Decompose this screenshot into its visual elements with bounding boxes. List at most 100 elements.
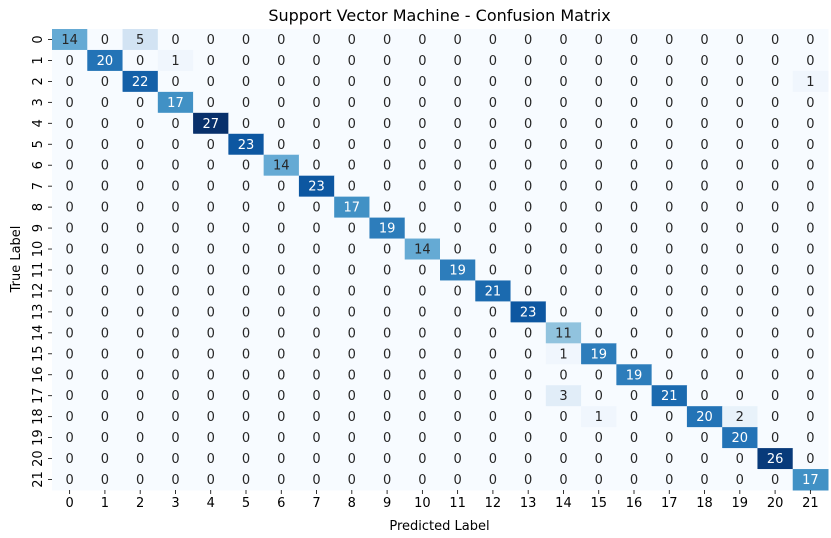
heatmap-cell [475, 49, 512, 72]
cell-value-label: 0 [630, 159, 638, 174]
heatmap-cell [228, 427, 265, 449]
y-tick-label: 20 [31, 450, 46, 467]
cell-value-label: 0 [665, 201, 673, 216]
heatmap-cell [545, 343, 582, 365]
cell-value-label: 0 [489, 389, 497, 404]
y-tick-label: 4 [31, 119, 46, 127]
heatmap-cell [581, 364, 617, 386]
x-axis-label: Predicted Label [389, 519, 489, 534]
cell-value-label: 0 [806, 284, 814, 299]
cell-value-label: 0 [453, 473, 461, 488]
cell-value-label: 0 [559, 368, 567, 383]
cell-value-label: 0 [65, 263, 73, 278]
heatmap-cell [651, 29, 688, 51]
cell-value-label: 21 [661, 389, 678, 404]
heatmap-cell [545, 133, 582, 156]
heatmap-cell [510, 280, 547, 302]
heatmap-cell [545, 29, 582, 51]
cell-value-label: 1 [806, 75, 814, 90]
cell-value-label: 0 [665, 284, 673, 299]
cell-value-label: 0 [418, 138, 426, 153]
heatmap-cell [87, 70, 124, 93]
heatmap-cell [581, 154, 617, 177]
cell-value-label: 0 [136, 96, 144, 111]
heatmap-cell [792, 322, 829, 344]
cell-value-label: 0 [277, 389, 285, 404]
heatmap-cell [369, 175, 406, 198]
heatmap-cell [193, 112, 229, 135]
cell-value-label: 5 [136, 33, 144, 48]
cell-value-label: 0 [736, 389, 744, 404]
cell-value-label: 0 [348, 431, 356, 446]
cell-value-label: 0 [418, 201, 426, 216]
heatmap-cell [228, 385, 265, 407]
heatmap-cell [369, 427, 406, 449]
cell-value-label: 0 [171, 75, 179, 90]
heatmap-cell [122, 196, 159, 219]
heatmap-cells: 14 0 5 0 0 0 0 0 0 0 0 0 0 0 0 0 0 0 0 0 0 00 20 0 1 0 0 0 0 0 0 0 0 0 0 0 0… [52, 29, 829, 491]
heatmap-cell [757, 175, 794, 198]
heatmap-cell [334, 406, 370, 428]
cell-value-label: 0 [489, 368, 497, 383]
cell-value-label: 0 [242, 473, 250, 488]
heatmap-cell [510, 238, 547, 260]
cell-value-label: 20 [696, 410, 713, 425]
y-tick-label: 16 [31, 366, 46, 383]
cell-value-label: 0 [700, 138, 708, 153]
heatmap-cell [686, 301, 723, 323]
cell-value-label: 0 [101, 201, 109, 216]
cell-value-label: 0 [207, 410, 215, 425]
heatmap-cell [404, 448, 441, 470]
heatmap-cell [193, 406, 229, 428]
cell-value-label: 0 [65, 117, 73, 132]
cell-value-label: 0 [771, 96, 779, 111]
cell-value-label: 0 [101, 389, 109, 404]
heatmap-cell [193, 154, 229, 177]
cell-value-label: 0 [665, 410, 673, 425]
heatmap-cell [122, 385, 159, 407]
y-tick-label: 5 [31, 140, 46, 148]
heatmap-cell [298, 91, 335, 114]
heatmap-cell [651, 196, 688, 219]
heatmap-cell [792, 49, 829, 72]
heatmap-cell [440, 469, 476, 491]
cell-value-label: 0 [207, 33, 215, 48]
heatmap-cell [510, 70, 547, 93]
heatmap-cell [369, 29, 406, 51]
cell-value-label: 0 [700, 263, 708, 278]
cell-value-label: 0 [665, 33, 673, 48]
heatmap-cell [228, 29, 265, 51]
heatmap-cell [545, 322, 582, 344]
cell-value-label: 0 [207, 222, 215, 237]
cell-value-label: 0 [453, 347, 461, 362]
cell-value-label: 0 [771, 75, 779, 90]
heatmap-cell [616, 238, 653, 260]
cell-value-label: 0 [65, 54, 73, 69]
heatmap-cell [475, 217, 512, 240]
heatmap-cell [510, 385, 547, 407]
cell-value-label: 0 [348, 389, 356, 404]
x-tick-label: 13 [520, 496, 537, 511]
cell-value-label: 0 [383, 410, 391, 425]
cell-value-label: 0 [595, 138, 603, 153]
heatmap-cell [616, 112, 653, 135]
cell-value-label: 0 [312, 201, 320, 216]
cell-value-label: 0 [453, 138, 461, 153]
cell-value-label: 0 [277, 473, 285, 488]
heatmap-cell [686, 70, 723, 93]
heatmap-cell [122, 280, 159, 302]
cell-value-label: 0 [736, 117, 744, 132]
cell-value-label: 0 [312, 159, 320, 174]
heatmap-cell [475, 133, 512, 156]
cell-value-label: 0 [559, 96, 567, 111]
heatmap-cell [510, 427, 547, 449]
heatmap-cell [298, 469, 335, 491]
cell-value-label: 0 [771, 180, 779, 195]
cell-value-label: 0 [524, 243, 532, 258]
cell-value-label: 0 [700, 96, 708, 111]
heatmap-cell [369, 238, 406, 260]
heatmap-cell [193, 469, 229, 491]
cell-value-label: 0 [277, 243, 285, 258]
cell-value-label: 0 [806, 263, 814, 278]
heatmap-cell [228, 196, 265, 219]
